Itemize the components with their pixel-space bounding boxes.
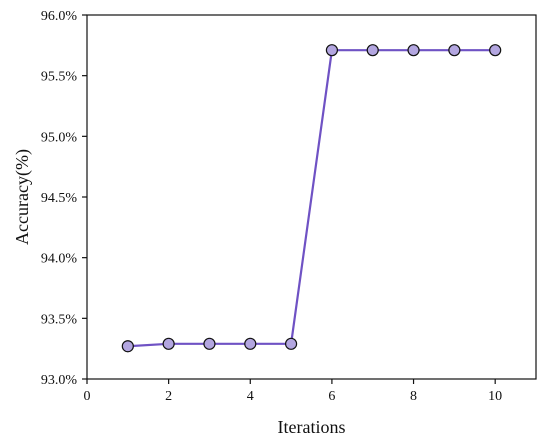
y-tick-label: 93.5% <box>41 312 78 327</box>
y-tick-label: 95.5% <box>41 70 78 85</box>
x-tick-label: 10 <box>488 389 502 404</box>
data-series <box>121 44 502 353</box>
data-point <box>284 337 298 350</box>
y-tick-label: 95.0% <box>41 130 78 145</box>
y-axis-label: Accuracy(%) <box>12 149 33 245</box>
axes: 0 2 4 6 8 10 93.0% 93.5% 94.0% 94.5% 95.0% 95.5% 96.… <box>41 9 537 404</box>
series-line <box>127 49 496 348</box>
x-tick-label: 4 <box>247 389 254 404</box>
x-axis-label: Iterations <box>278 417 346 437</box>
x-tick-label: 0 <box>84 389 91 404</box>
x-tick-label: 6 <box>328 389 335 404</box>
data-point <box>407 44 420 57</box>
data-point <box>489 44 502 57</box>
y-tick-label: 96.0% <box>41 9 78 24</box>
data-point <box>366 44 379 57</box>
y-tick-label: 94.5% <box>41 191 78 206</box>
y-tick-label: 93.0% <box>41 373 78 388</box>
data-point <box>121 340 134 353</box>
x-tick-label: 2 <box>165 389 172 404</box>
data-point <box>244 337 257 350</box>
x-tick-label: 8 <box>410 389 417 404</box>
data-point <box>448 44 461 57</box>
data-point <box>325 44 339 57</box>
y-tick-label: 94.0% <box>41 252 78 267</box>
data-point <box>203 337 216 350</box>
data-point <box>162 337 175 350</box>
